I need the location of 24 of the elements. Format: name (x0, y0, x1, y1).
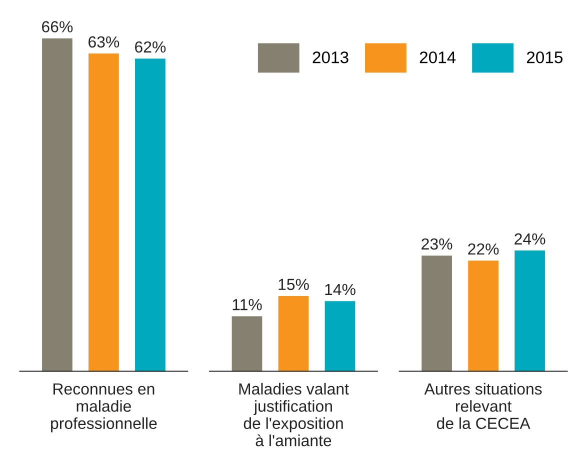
data-label: 14% (325, 284, 356, 296)
bar (324, 301, 356, 372)
legend-label: 2015 (526, 51, 562, 64)
data-label: 23% (422, 238, 452, 250)
legend-label: 2014 (420, 51, 456, 64)
data-label: 63% (88, 36, 120, 48)
bar (468, 260, 498, 372)
bar (232, 316, 262, 372)
data-label: 24% (514, 233, 546, 245)
data-label: 11% (232, 299, 262, 310)
bar (278, 296, 309, 372)
x-tick-label: Reconnues en maladie professionnelle (51, 383, 157, 432)
bar (422, 256, 452, 372)
bar (88, 54, 119, 372)
data-label: 15% (278, 278, 309, 290)
x-tick-label: Maladies valant justification de l'exposition à l'amiante (239, 382, 349, 446)
legend-label: 2013 (312, 51, 348, 64)
data-label: 62% (135, 41, 166, 53)
data-label: 22% (468, 243, 499, 255)
x-tick-label: Autres situations relevant de la CECEA (424, 382, 542, 430)
bar (514, 250, 545, 372)
bar (135, 58, 166, 372)
bar (42, 38, 72, 372)
data-label: 66% (42, 21, 73, 32)
